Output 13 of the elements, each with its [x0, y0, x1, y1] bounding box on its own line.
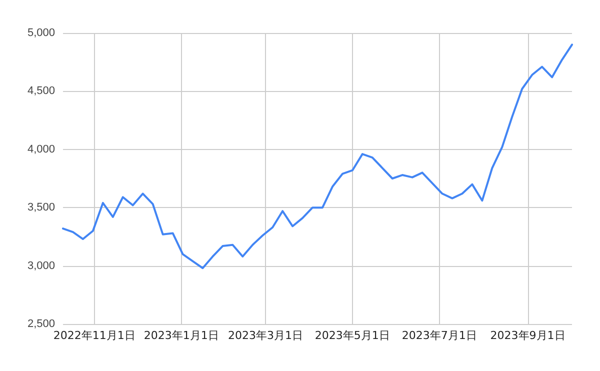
y-tick-label: 4,500 — [27, 85, 55, 98]
y-tick-label: 3,000 — [27, 260, 55, 272]
y-tick-label: 4,000 — [27, 143, 55, 156]
y-tick-label: 5,000 — [27, 27, 55, 39]
x-tick-label: 2023年3月1日 — [228, 329, 303, 342]
x-tick-label: 2022年11月1日 — [53, 329, 136, 342]
y-tick-label: 3,500 — [27, 202, 55, 214]
line-series — [62, 44, 573, 270]
x-tick-label: 2023年5月1日 — [314, 329, 390, 342]
x-tick-label: 2023年1月1日 — [144, 329, 219, 342]
x-tick-label: 2023年9月1日 — [490, 329, 566, 342]
x-tick-label: 2023年7月1日 — [402, 329, 477, 342]
y-tick-label: 2,500 — [27, 318, 55, 330]
